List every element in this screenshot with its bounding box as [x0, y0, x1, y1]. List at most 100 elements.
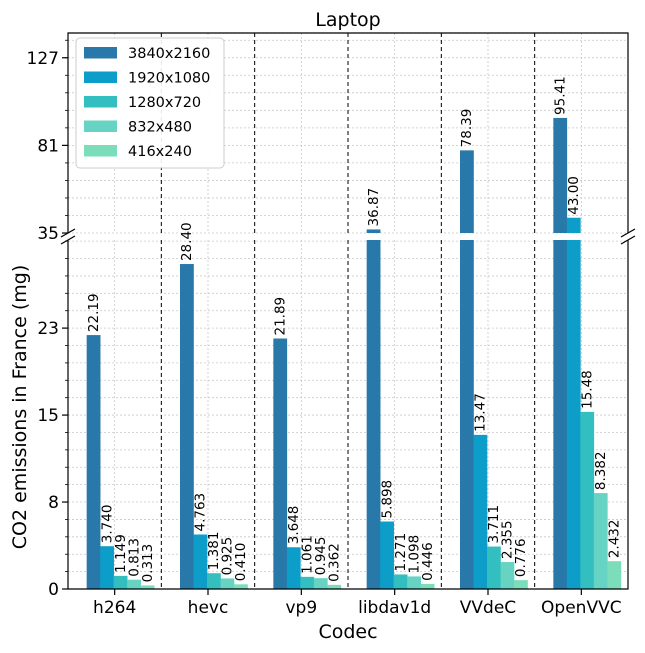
bar: [500, 562, 515, 589]
x-tick-label: VVdeC: [460, 598, 516, 618]
bar-value-label: 36.87: [366, 188, 382, 227]
legend-label: 416x240: [128, 144, 192, 160]
x-tick-label: OpenVVC: [541, 598, 622, 618]
bar: [593, 493, 608, 589]
bar: [566, 217, 581, 233]
bar: [380, 521, 394, 589]
y-tick-label: 35: [37, 224, 59, 244]
bar-value-label: 1.098: [406, 535, 422, 574]
x-tick-label: vp9: [285, 598, 317, 618]
bar-value-label: 3.740: [99, 505, 115, 544]
y-axis-title: CO2 emissions in France (mg): [9, 265, 31, 549]
bar-value-label: 0.945: [313, 537, 329, 576]
bar: [273, 338, 288, 589]
legend-label: 1280x720: [128, 95, 201, 111]
legend-box: [75, 37, 225, 169]
legend-swatch: [84, 47, 117, 59]
upper-plot-frame: [67, 32, 629, 233]
bar: [473, 434, 488, 589]
bar: [407, 576, 421, 589]
bar-value-label: 0.313: [140, 544, 156, 583]
bar: [607, 561, 622, 589]
bar-value-label: 0.362: [327, 543, 343, 582]
bar: [460, 150, 474, 233]
bar: [420, 583, 435, 589]
axis-break-mark: [620, 235, 636, 245]
bar: [234, 584, 248, 589]
bar: [193, 534, 208, 589]
bar-value-label: 4.763: [193, 493, 209, 532]
bar-value-label: 1.061: [300, 535, 316, 574]
bar-value-label: 2.355: [500, 520, 516, 559]
bar: [393, 574, 408, 589]
axis-ticks: 0 8 15 23 35 81 127 h264 hevc vp9 libdav1d VVdeC Ope…: [27, 39, 622, 618]
bar: [300, 576, 315, 589]
bar-value-label: 1.271: [393, 533, 409, 572]
bar: [113, 575, 128, 589]
bar: [207, 573, 221, 589]
bar-value-label: 22.19: [86, 293, 102, 332]
bar-value-label: 15.48: [580, 370, 596, 409]
bar-value-label: 95.41: [553, 76, 569, 115]
bar: [460, 240, 474, 589]
bar-value-label: 13.47: [473, 393, 489, 432]
legend: 3840x2160 1920x1080 1280x720 832x480 416x240: [75, 37, 225, 169]
bar-value-label: 78.39: [459, 109, 475, 148]
bar-value-label: 1.381: [206, 532, 222, 571]
bar: [140, 585, 155, 589]
y-tick-label: 8: [48, 493, 59, 513]
bar: [100, 546, 114, 589]
bar-value-label: 3.711: [486, 505, 502, 544]
bar: [580, 411, 595, 589]
bar: [514, 580, 528, 589]
bar: [180, 264, 194, 589]
bar-value-label: 2.432: [607, 520, 623, 559]
bars: [86, 117, 622, 589]
bar-value-labels: 22.19 28.40 21.89 36.87 78.39 95.41 3.740 4.763…: [86, 76, 623, 582]
y-tick-label: 127: [27, 49, 59, 69]
legend-label: 1920x1080: [128, 71, 210, 87]
y-tick-label: 81: [37, 136, 59, 156]
legend-swatch: [84, 96, 117, 108]
bar-value-label: 0.776: [513, 538, 529, 577]
legend-label: 832x480: [128, 120, 192, 136]
legend-swatch: [84, 120, 117, 132]
x-tick-label: hevc: [188, 598, 229, 618]
bar-value-label: 0.446: [420, 542, 436, 581]
x-tick-label: libdav1d: [358, 598, 431, 618]
bar: [313, 578, 328, 589]
chart-title: Laptop: [315, 9, 380, 31]
bar: [553, 117, 568, 233]
y-tick-label: 23: [37, 319, 59, 339]
axis-break-mark: [620, 228, 636, 238]
bar: [86, 335, 101, 589]
bar: [366, 240, 381, 589]
bar-value-label: 0.813: [126, 538, 142, 577]
bar: [366, 229, 381, 233]
bar-value-label: 5.898: [379, 480, 395, 519]
bar: [127, 579, 141, 589]
bar: [566, 240, 581, 589]
axis-break-mark: [60, 235, 76, 245]
x-tick-label: h264: [93, 598, 136, 618]
legend-swatch: [84, 145, 117, 157]
legend-swatch: [84, 71, 117, 83]
y-tick-label: 0: [48, 580, 59, 600]
bar-value-label: 28.40: [179, 222, 195, 261]
bar-value-label: 3.648: [286, 506, 302, 545]
bar-value-label: 0.925: [220, 537, 236, 576]
bar-value-label: 8.382: [593, 451, 609, 490]
bar: [220, 578, 235, 589]
x-axis-title: Codec: [318, 621, 377, 643]
bar: [487, 546, 501, 589]
bar: [286, 547, 301, 589]
bar: [327, 584, 342, 589]
bar-value-label: 1.149: [113, 534, 129, 573]
bar-value-label: 0.410: [233, 543, 249, 582]
y-tick-label: 15: [37, 406, 59, 426]
legend-label: 3840x2160: [128, 46, 210, 62]
bar: [553, 240, 568, 589]
bar-value-label: 43.00: [566, 176, 582, 215]
bar-value-label: 21.89: [273, 297, 289, 336]
